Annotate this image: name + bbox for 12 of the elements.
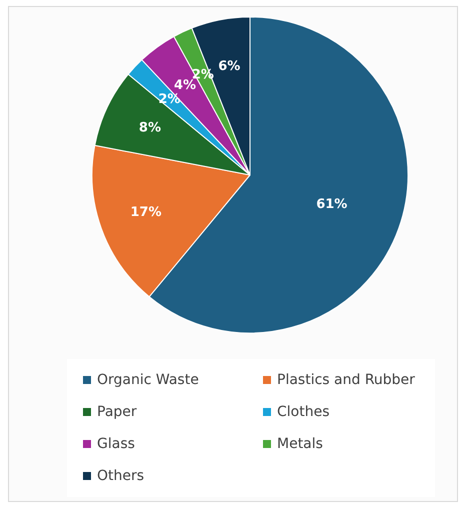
data-label: 17% [130,204,162,220]
data-label: 4% [174,78,196,94]
legend-label: Metals [277,436,323,452]
data-label: 6% [218,58,240,74]
legend-label: Organic Waste [97,372,199,388]
legend-label: Others [97,468,144,484]
legend-label: Plastics and Rubber [277,372,416,388]
legend-label: Glass [97,436,135,452]
legend-label: Clothes [277,404,330,420]
data-label: 61% [316,196,348,212]
legend-label: Paper [97,404,137,420]
data-label: 8% [138,120,161,136]
